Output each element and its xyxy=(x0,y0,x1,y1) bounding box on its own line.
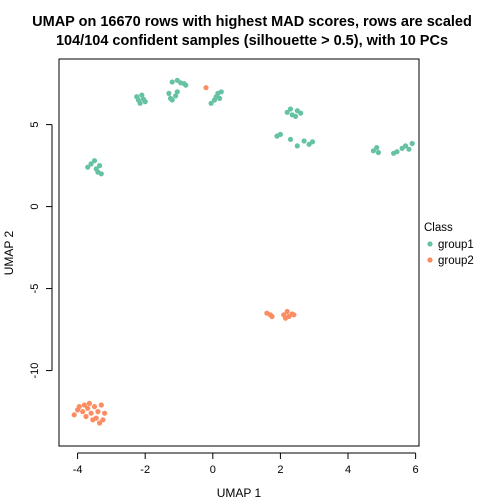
point-group2 xyxy=(203,85,209,91)
y-tick-label: 0 xyxy=(29,204,41,210)
x-tick-label: 2 xyxy=(277,464,283,476)
point-group1 xyxy=(218,89,224,95)
y-tick-label: -10 xyxy=(29,363,41,379)
point-group2 xyxy=(284,308,290,315)
point-group1 xyxy=(174,89,180,95)
point-group1 xyxy=(309,139,316,145)
point-group2 xyxy=(86,400,92,406)
point-group2 xyxy=(97,420,103,426)
point-group1 xyxy=(284,109,290,115)
point-group1 xyxy=(298,110,304,116)
point-group1 xyxy=(169,97,175,103)
point-group2 xyxy=(91,404,98,410)
point-group1 xyxy=(88,161,94,167)
point-group1 xyxy=(374,145,380,151)
legend-title: Class xyxy=(424,222,453,234)
point-group1 xyxy=(208,100,214,106)
point-group2 xyxy=(269,313,275,320)
point-group1 xyxy=(294,143,300,149)
legend-label-group1: group1 xyxy=(438,239,474,251)
point-group2 xyxy=(291,312,297,318)
chart-title-line-1: UMAP on 16670 rows with highest MAD scor… xyxy=(32,14,472,30)
point-group1 xyxy=(142,99,148,105)
point-group1 xyxy=(169,79,175,85)
chart-title-line-2: 104/104 confident samples (silhouette > … xyxy=(56,33,448,49)
point-group2 xyxy=(98,402,104,408)
y-tick-label: -5 xyxy=(29,284,41,294)
x-axis: -4 -2 0 2 4 6 xyxy=(73,452,419,476)
point-group2 xyxy=(95,409,101,415)
point-group1 xyxy=(409,140,415,147)
x-tick-label: 6 xyxy=(413,464,419,476)
legend-marker-group1 xyxy=(427,241,433,247)
point-group2 xyxy=(85,405,91,411)
x-axis-label: UMAP 1 xyxy=(217,486,262,500)
point-group1 xyxy=(98,171,104,177)
point-group2 xyxy=(102,410,108,416)
point-group2 xyxy=(100,417,106,423)
point-group1 xyxy=(287,136,294,142)
point-group1 xyxy=(139,92,145,98)
point-group2 xyxy=(80,409,86,415)
x-tick-label: 0 xyxy=(210,464,216,476)
legend: Class group1 group2 xyxy=(424,222,474,267)
point-group2 xyxy=(83,413,89,420)
y-axis: -10 -5 0 5 xyxy=(29,122,53,379)
y-tick-label: 5 xyxy=(29,122,41,128)
point-group2 xyxy=(81,402,87,408)
point-group1 xyxy=(97,163,103,169)
point-group1 xyxy=(301,138,307,144)
point-group1 xyxy=(287,106,294,112)
point-group1 xyxy=(402,143,409,149)
point-group2 xyxy=(88,410,94,416)
point-group1 xyxy=(173,93,179,99)
point-group1 xyxy=(137,100,143,106)
point-group1 xyxy=(406,146,412,152)
point-group1 xyxy=(217,95,223,101)
point-group1 xyxy=(293,113,299,119)
point-group1 xyxy=(91,158,98,164)
point-group2 xyxy=(76,404,82,410)
x-tick-label: -4 xyxy=(73,464,83,476)
point-group1 xyxy=(394,149,400,155)
point-group2 xyxy=(71,412,77,418)
legend-label-group2: group2 xyxy=(438,255,474,267)
point-group1 xyxy=(85,164,91,170)
x-tick-label: -2 xyxy=(140,464,150,476)
point-group2 xyxy=(93,415,99,421)
plot-area-frame xyxy=(58,58,420,447)
point-group1 xyxy=(166,90,172,96)
point-group1 xyxy=(183,82,189,88)
y-axis-label: UMAP 2 xyxy=(2,230,16,275)
point-group1 xyxy=(370,148,376,154)
point-group1 xyxy=(277,131,283,137)
legend-marker-group2 xyxy=(427,257,433,263)
point-group1 xyxy=(375,149,381,156)
x-tick-label: 4 xyxy=(345,464,351,476)
data-points xyxy=(71,77,415,426)
